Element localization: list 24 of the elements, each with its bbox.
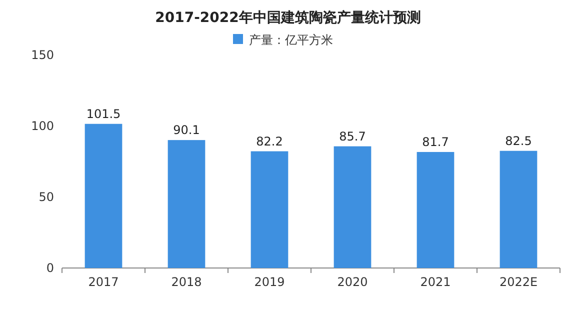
bar	[84, 124, 122, 268]
data-label: 82.5	[505, 134, 532, 148]
x-tick-label: 2018	[171, 275, 202, 289]
data-label: 81.7	[422, 134, 449, 149]
x-tick-label: 2022E	[499, 275, 538, 289]
data-label: 85.7	[339, 129, 366, 144]
y-tick-label: 0	[46, 261, 54, 275]
x-tick-label: 2020	[337, 275, 368, 289]
x-tick-label: 2019	[254, 275, 285, 289]
data-label: 82.2	[256, 134, 283, 148]
bar	[416, 152, 454, 268]
bar	[500, 150, 538, 268]
x-tick-label: 2017	[88, 275, 119, 289]
legend-label: 产量：亿平方米	[249, 33, 333, 47]
chart-title: 2017-2022年中国建筑陶瓷产量统计预测	[155, 9, 421, 26]
x-tick-label: 2021	[420, 275, 451, 289]
y-tick-label: 100	[31, 119, 54, 133]
bar	[168, 140, 206, 268]
bar	[250, 151, 288, 268]
bar	[334, 146, 372, 268]
y-tick-label: 50	[38, 190, 54, 204]
y-tick-label: 150	[31, 48, 54, 62]
data-label: 101.5	[86, 106, 121, 121]
data-label: 90.1	[173, 123, 200, 138]
